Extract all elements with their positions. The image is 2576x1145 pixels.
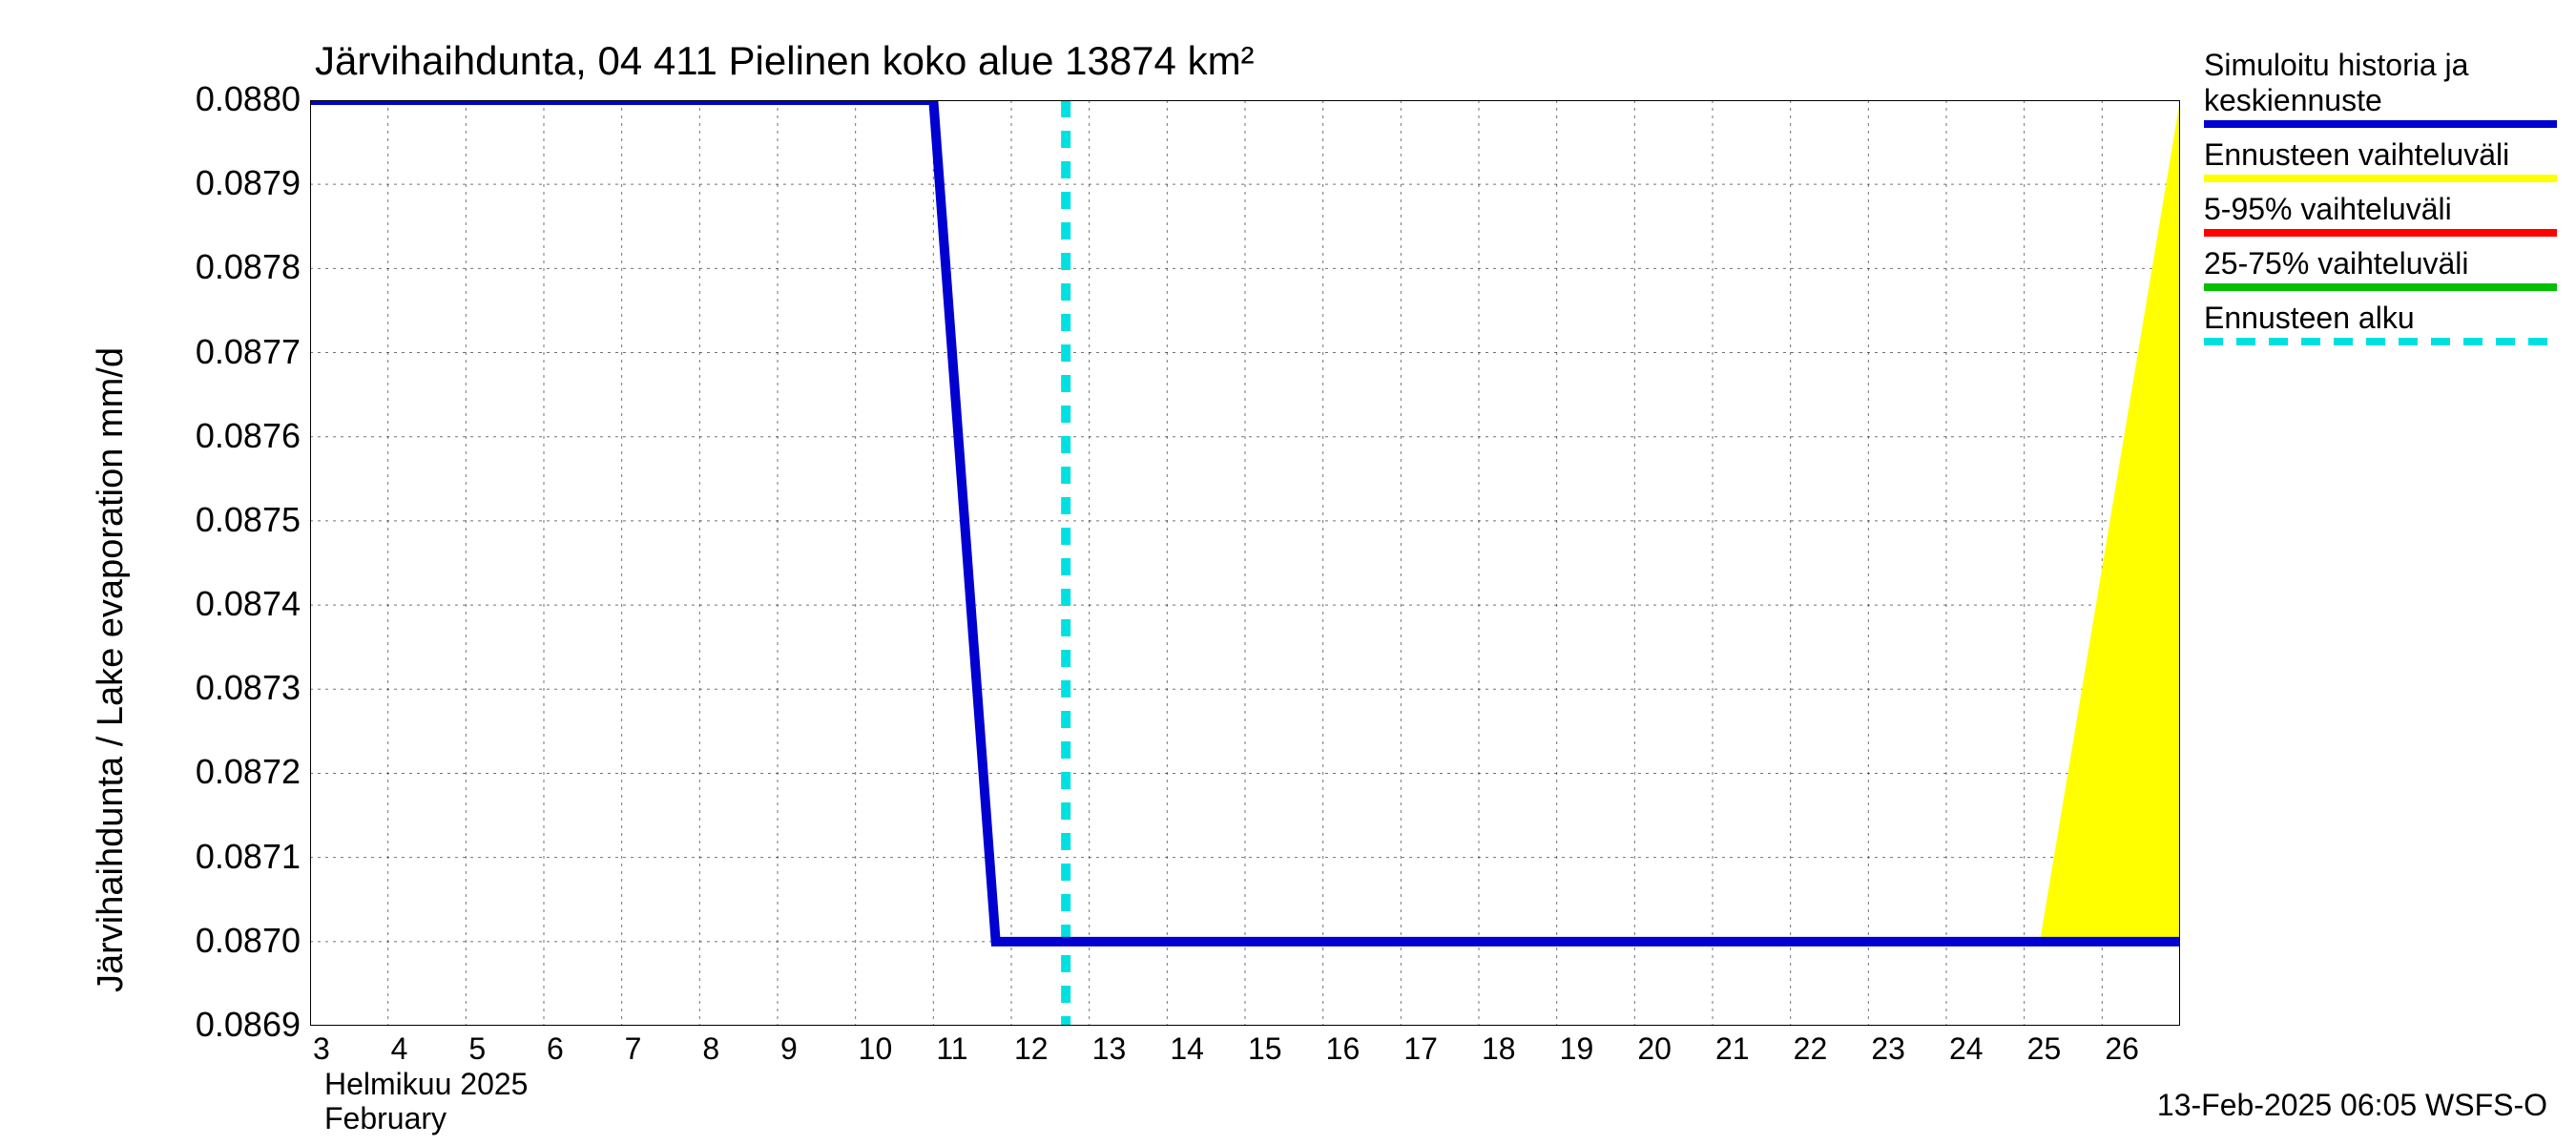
- x-tick-label: 7: [625, 1031, 642, 1067]
- legend-swatch: [2204, 120, 2557, 128]
- y-axis-label: Järvihaihdunta / Lake evaporation mm/d: [91, 347, 132, 992]
- y-tick-label: 0.0880: [129, 79, 301, 119]
- x-tick-label: 5: [468, 1031, 486, 1067]
- x-tick-label: 22: [1794, 1031, 1828, 1067]
- y-tick-label: 0.0873: [129, 668, 301, 708]
- legend-label: Ennusteen alku: [2204, 301, 2557, 336]
- legend-item: 25-75% vaihteluväli: [2204, 246, 2557, 291]
- legend-swatch: [2204, 229, 2557, 237]
- legend-swatch: [2204, 338, 2557, 345]
- x-tick-label: 17: [1403, 1031, 1438, 1067]
- x-tick-label: 10: [859, 1031, 893, 1067]
- x-tick-label: 3: [313, 1031, 330, 1067]
- y-tick-label: 0.0872: [129, 752, 301, 792]
- legend: Simuloitu historia jakeskiennuste Ennuste…: [2204, 48, 2557, 355]
- y-tick-label: 0.0879: [129, 163, 301, 203]
- x-tick-label: 25: [2027, 1031, 2062, 1067]
- x-tick-label: 6: [547, 1031, 564, 1067]
- legend-item: Simuloitu historia jakeskiennuste: [2204, 48, 2557, 128]
- y-tick-label: 0.0874: [129, 584, 301, 624]
- plot-area: [310, 100, 2180, 1026]
- x-tick-label: 4: [391, 1031, 408, 1067]
- x-tick-label: 9: [780, 1031, 798, 1067]
- x-tick-label: 26: [2105, 1031, 2139, 1067]
- x-tick-label: 18: [1482, 1031, 1516, 1067]
- y-tick-label: 0.0878: [129, 247, 301, 287]
- month-label-fi: Helmikuu 2025: [324, 1067, 528, 1102]
- y-tick-label: 0.0877: [129, 332, 301, 372]
- timestamp-label: 13-Feb-2025 06:05 WSFS-O: [2157, 1088, 2547, 1123]
- x-tick-label: 11: [936, 1031, 967, 1067]
- legend-item: Ennusteen vaihteluväli: [2204, 137, 2557, 182]
- legend-label: 5-95% vaihteluväli: [2204, 192, 2557, 227]
- legend-label: Ennusteen vaihteluväli: [2204, 137, 2557, 173]
- legend-swatch: [2204, 283, 2557, 291]
- x-tick-label: 19: [1560, 1031, 1594, 1067]
- x-tick-label: 16: [1326, 1031, 1361, 1067]
- legend-label: 25-75% vaihteluväli: [2204, 246, 2557, 281]
- month-label-en: February: [324, 1101, 447, 1136]
- x-tick-label: 24: [1949, 1031, 1984, 1067]
- x-tick-label: 23: [1871, 1031, 1905, 1067]
- legend-swatch: [2204, 175, 2557, 182]
- y-tick-label: 0.0875: [129, 500, 301, 540]
- y-tick-label: 0.0869: [129, 1005, 301, 1045]
- legend-item: Ennusteen alku: [2204, 301, 2557, 345]
- x-tick-label: 20: [1637, 1031, 1672, 1067]
- legend-label: Simuloitu historia ja: [2204, 48, 2557, 83]
- chart-title: Järvihaihdunta, 04 411 Pielinen koko alu…: [315, 38, 1255, 84]
- x-tick-label: 13: [1092, 1031, 1127, 1067]
- x-tick-label: 21: [1715, 1031, 1750, 1067]
- x-tick-label: 8: [702, 1031, 719, 1067]
- x-tick-label: 14: [1170, 1031, 1204, 1067]
- legend-label: keskiennuste: [2204, 83, 2557, 118]
- x-tick-label: 15: [1248, 1031, 1282, 1067]
- y-tick-label: 0.0870: [129, 921, 301, 961]
- chart-container: { "chart": { "type": "line", "title": "J…: [0, 0, 2576, 1145]
- y-tick-label: 0.0871: [129, 837, 301, 877]
- y-tick-label: 0.0876: [129, 416, 301, 456]
- x-tick-label: 12: [1014, 1031, 1049, 1067]
- legend-item: 5-95% vaihteluväli: [2204, 192, 2557, 237]
